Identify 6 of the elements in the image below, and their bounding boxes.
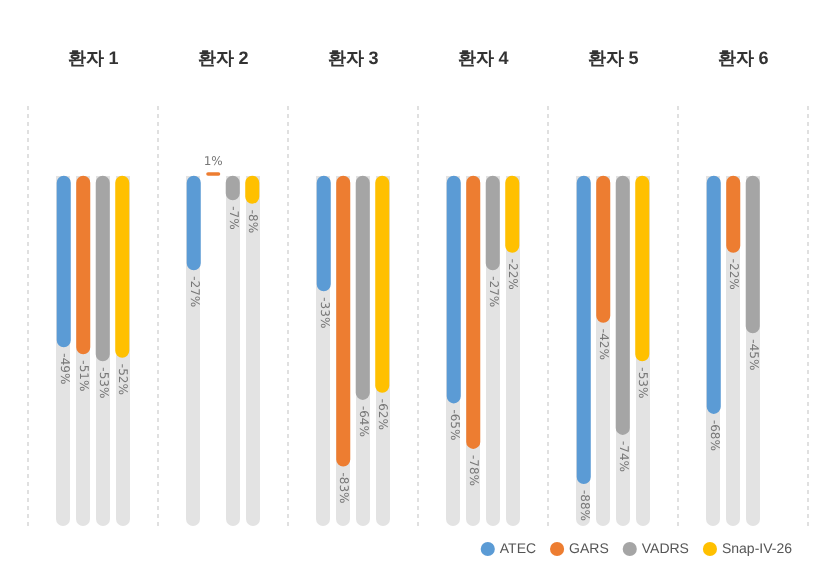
- x-tick-label: 환자 4: [457, 47, 509, 68]
- x-tick-label: 환자 5: [587, 47, 639, 68]
- x-tick-label: 환자 1: [67, 47, 119, 68]
- x-tick-label: 환자 2: [197, 47, 249, 68]
- x-tick-label: 환자 6: [717, 47, 769, 68]
- x-tick-label: 환자 3: [327, 47, 379, 68]
